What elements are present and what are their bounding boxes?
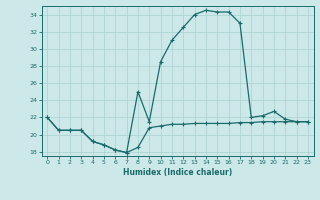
X-axis label: Humidex (Indice chaleur): Humidex (Indice chaleur) bbox=[123, 168, 232, 177]
